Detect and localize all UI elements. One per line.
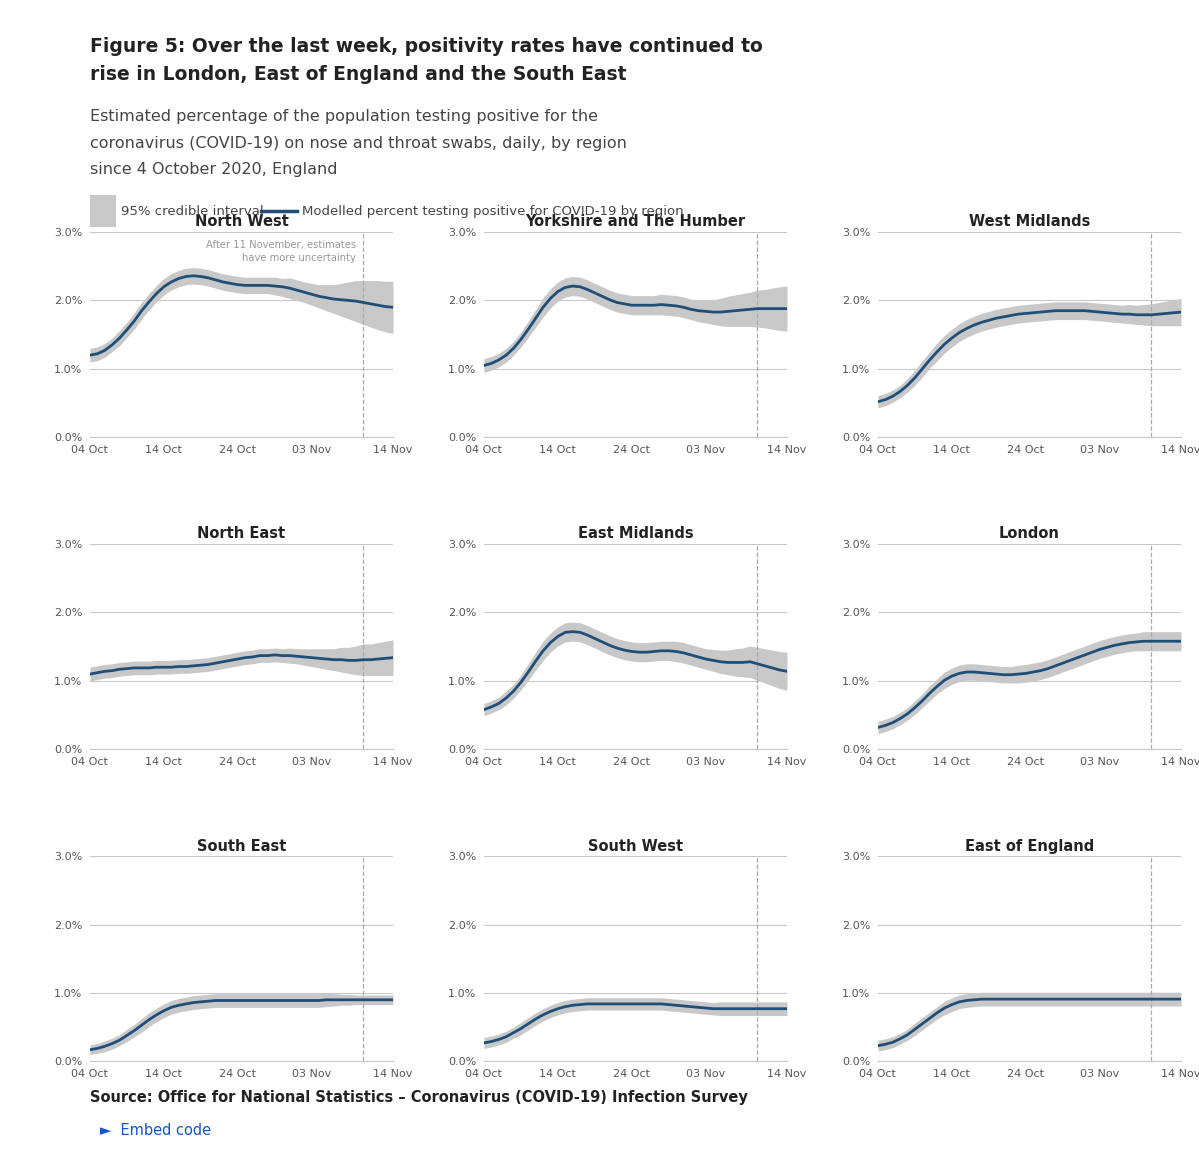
Text: 95% credible interval: 95% credible interval bbox=[121, 204, 264, 218]
Title: South East: South East bbox=[197, 839, 287, 854]
Text: rise in London, East of England and the South East: rise in London, East of England and the … bbox=[90, 65, 626, 84]
Text: coronavirus (COVID-19) on nose and throat swabs, daily, by region: coronavirus (COVID-19) on nose and throa… bbox=[90, 136, 627, 151]
Title: London: London bbox=[999, 527, 1060, 542]
Text: ►  Embed code: ► Embed code bbox=[100, 1123, 211, 1138]
Title: West Midlands: West Midlands bbox=[969, 215, 1090, 230]
Text: Estimated percentage of the population testing positive for the: Estimated percentage of the population t… bbox=[90, 109, 598, 124]
Title: South West: South West bbox=[588, 839, 683, 854]
Text: After 11 November, estimates
have more uncertainty: After 11 November, estimates have more u… bbox=[206, 240, 356, 263]
Title: Yorkshire and The Humber: Yorkshire and The Humber bbox=[525, 215, 746, 230]
Title: East of England: East of England bbox=[965, 839, 1095, 854]
Text: Modelled percent testing positive for COVID-19 by region: Modelled percent testing positive for CO… bbox=[302, 204, 683, 218]
Title: North East: North East bbox=[198, 527, 285, 542]
Title: North West: North West bbox=[194, 215, 289, 230]
Text: Source: Office for National Statistics – Coronavirus (COVID-19) Infection Survey: Source: Office for National Statistics –… bbox=[90, 1090, 748, 1105]
Text: since 4 October 2020, England: since 4 October 2020, England bbox=[90, 162, 337, 177]
Title: East Midlands: East Midlands bbox=[578, 527, 693, 542]
Text: Figure 5: Over the last week, positivity rates have continued to: Figure 5: Over the last week, positivity… bbox=[90, 37, 763, 56]
